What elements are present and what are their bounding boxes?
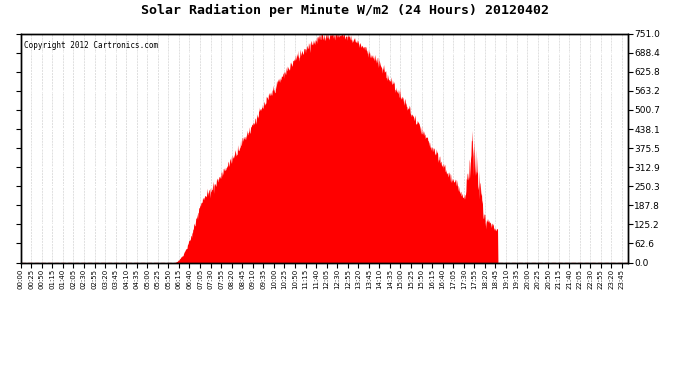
Text: Copyright 2012 Cartronics.com: Copyright 2012 Cartronics.com bbox=[23, 40, 158, 50]
Text: Solar Radiation per Minute W/m2 (24 Hours) 20120402: Solar Radiation per Minute W/m2 (24 Hour… bbox=[141, 4, 549, 17]
